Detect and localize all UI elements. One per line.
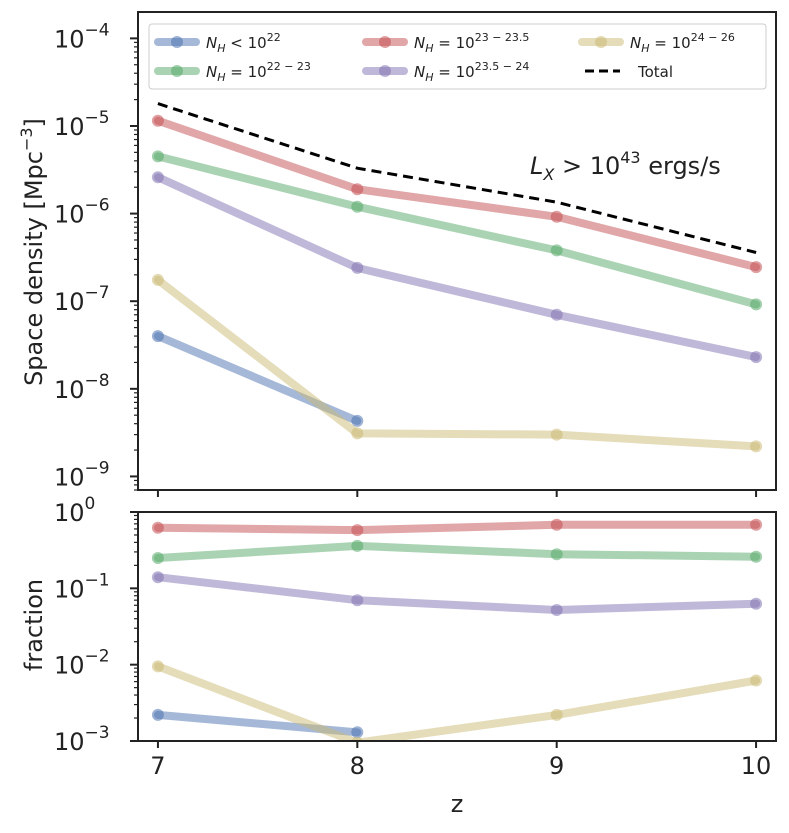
top-line-s3 — [153, 116, 761, 272]
xtick-label-2: 9 — [549, 752, 564, 780]
bottom-point-s5-0 — [151, 660, 164, 673]
bottom-point-s1-0 — [151, 708, 164, 721]
bottom-point-s3-0 — [151, 521, 164, 534]
bottom-point-s4-0 — [151, 571, 164, 584]
x-axis-label: z — [451, 790, 464, 818]
bottom-point-s3-2 — [550, 518, 563, 531]
legend-entry-s4: NH = 1023.5 − 24 — [362, 60, 529, 84]
bottom-point-s4-3 — [750, 597, 763, 610]
top-point-s1-1 — [351, 414, 364, 427]
top-ytick-label-0: 10−9 — [54, 458, 110, 491]
top-ytick-label-1: 10−8 — [54, 371, 110, 404]
top-point-s2-0 — [151, 150, 164, 163]
top-point-s3-0 — [151, 114, 164, 127]
top-point-s2-2 — [550, 244, 563, 257]
top-line-s4 — [153, 173, 761, 362]
bottom-series-clip — [151, 518, 763, 741]
legend-label-s1: NH < 1022 — [206, 31, 281, 55]
top-ytick-label-5: 10−4 — [54, 20, 110, 53]
top-point-s3-1 — [351, 183, 364, 196]
x-ticks: 7 8 9 10 — [150, 490, 771, 780]
top-point-s4-3 — [750, 351, 763, 364]
legend-marker-s5 — [595, 36, 607, 48]
top-point-s5-3 — [750, 440, 763, 453]
xtick-label-3: 10 — [741, 752, 772, 780]
legend-label-s3: NH = 1023 − 23.5 — [414, 31, 529, 55]
top-series-clip — [151, 102, 763, 453]
bottom-point-s1-1 — [351, 726, 364, 739]
bottom-point-s5-2 — [550, 708, 563, 721]
bottom-ytick-label-0: 10−3 — [54, 723, 110, 756]
bottom-series-layer — [151, 518, 763, 741]
bottom-point-s3-3 — [750, 518, 763, 531]
top-series-layer — [151, 102, 763, 453]
bottom-point-s2-0 — [151, 552, 164, 564]
legend-entry-s1: NH < 1022 — [154, 31, 281, 55]
top-ytick-label-3: 10−6 — [54, 196, 110, 229]
top-ytick-label-2: 10−7 — [54, 283, 110, 316]
legend-label-s2: NH = 1022 − 23 — [206, 60, 311, 84]
bottom-line-s4 — [153, 573, 761, 614]
bottom-point-s2-2 — [550, 548, 563, 561]
bottom-point-s2-1 — [351, 539, 364, 552]
bottom-line-s5 — [153, 662, 761, 741]
bottom-plot-frame — [137, 511, 777, 742]
top-point-s2-1 — [351, 200, 364, 213]
top-point-s4-2 — [550, 308, 563, 321]
bottom-y-ticks: 10−3 10−2 10−1 100 — [54, 494, 138, 756]
legend-label-s5: NH = 1024 − 26 — [630, 31, 735, 55]
top-point-s5-1 — [351, 427, 364, 440]
bottom-line-s3 — [153, 520, 761, 535]
legend-marker-s4 — [379, 65, 391, 77]
bottom-ytick-label-1: 10−2 — [54, 647, 110, 680]
legend: NH < 1022 NH = 1022 − 23 NH = 1023 − 23.… — [148, 23, 767, 90]
legend-marker-s3 — [379, 36, 391, 48]
top-plot-frame — [137, 11, 777, 491]
legend-label-total: Total — [637, 63, 673, 81]
top-line-s5 — [153, 275, 761, 451]
top-y-ticks: 10−9 10−8 10−7 10−6 10−5 10−4 — [54, 20, 138, 491]
top-line-total — [157, 102, 757, 254]
xtick-label-1: 8 — [350, 752, 365, 780]
bottom-panel: 10−3 10−2 10−1 100 7 8 9 10 fraction z — [20, 490, 777, 818]
legend-label-s4: NH = 1023.5 − 24 — [414, 60, 529, 84]
bottom-point-s2-3 — [750, 550, 763, 563]
xtick-label-0: 7 — [150, 752, 165, 780]
legend-entry-s2: NH = 1022 − 23 — [154, 60, 311, 84]
bottom-point-s5-1 — [351, 736, 364, 741]
top-point-s4-1 — [351, 261, 364, 274]
top-point-s2-3 — [750, 298, 763, 311]
top-point-s5-0 — [151, 273, 164, 286]
top-point-s1-0 — [151, 330, 164, 343]
bottom-point-s5-3 — [750, 674, 763, 687]
bottom-ytick-label-3: 100 — [54, 494, 95, 527]
top-y-axis-label: Space density [Mpc−3] — [17, 118, 48, 386]
luminosity-annotation: LX > 1043 ergs/s — [530, 148, 721, 184]
legend-entry-s3: NH = 1023 − 23.5 — [362, 31, 529, 55]
bottom-point-s4-1 — [351, 594, 364, 607]
legend-marker-s2 — [171, 65, 183, 77]
top-point-s3-2 — [550, 210, 563, 223]
bottom-y-axis-label: fraction — [20, 579, 48, 671]
top-line-s2 — [153, 152, 761, 309]
legend-entry-s5: NH = 1024 − 26 — [578, 31, 735, 55]
top-point-s4-0 — [151, 171, 164, 184]
legend-entry-total: Total — [585, 63, 673, 81]
top-point-s3-3 — [750, 261, 763, 274]
top-panel: 10−9 10−8 10−7 10−6 10−5 10−4 NH < 1022 NH = … — [17, 11, 777, 491]
top-point-s5-2 — [550, 428, 563, 441]
legend-marker-s1 — [171, 36, 183, 48]
bottom-point-s3-1 — [351, 524, 364, 537]
bottom-ytick-label-2: 10−1 — [54, 570, 110, 603]
bottom-point-s4-2 — [550, 604, 563, 616]
bottom-line-s2 — [153, 541, 761, 562]
top-ytick-label-4: 10−5 — [54, 108, 110, 141]
